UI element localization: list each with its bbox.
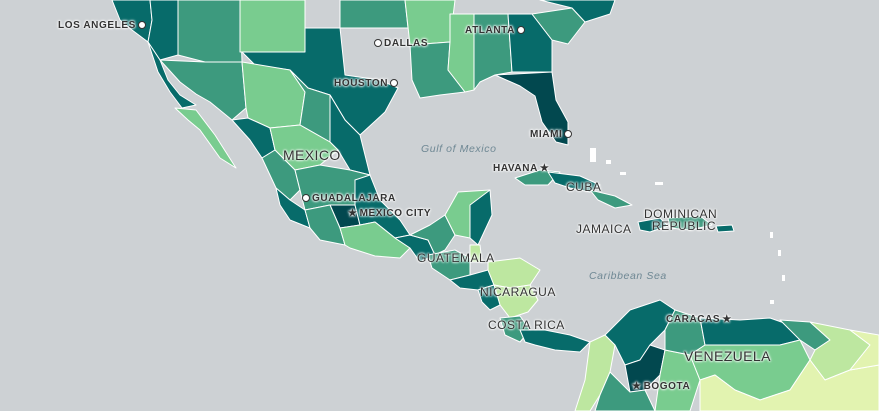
region-colorado-south[interactable] bbox=[239, 0, 306, 53]
country-mexico[interactable]: MEXICO bbox=[283, 147, 341, 163]
country-costa-rica[interactable]: COSTA RICA bbox=[488, 318, 565, 332]
bahamas-island bbox=[655, 182, 663, 185]
bahamas-island bbox=[590, 148, 596, 162]
region-nicaragua[interactable] bbox=[493, 284, 539, 319]
region-cuba-east[interactable] bbox=[589, 189, 633, 209]
city-houston[interactable]: HOUSTON bbox=[334, 78, 400, 89]
bahamas-island bbox=[620, 172, 626, 175]
country-cuba[interactable]: CUBA bbox=[566, 180, 602, 194]
city-guadalajara[interactable]: GUADALAJARA bbox=[300, 193, 396, 204]
city-miami[interactable]: MIAMI bbox=[530, 129, 574, 140]
city-label: HOUSTON bbox=[334, 78, 389, 89]
bahamas-island bbox=[606, 160, 611, 164]
antilles-island bbox=[782, 275, 785, 281]
city-label: DALLAS bbox=[384, 38, 429, 49]
city-label: CARACAS bbox=[666, 314, 721, 325]
antilles-island bbox=[770, 232, 773, 238]
islands bbox=[590, 148, 785, 304]
country-venezuela[interactable]: VENEZUELA bbox=[684, 348, 771, 364]
region-tabasco-campeche[interactable] bbox=[409, 214, 456, 256]
city-havana[interactable]: HAVANA ★ bbox=[493, 163, 549, 174]
region-baja-sur[interactable] bbox=[174, 107, 237, 169]
city-marker-icon bbox=[390, 79, 399, 88]
region-colombia-south[interactable] bbox=[594, 371, 656, 411]
region-quintana-roo[interactable] bbox=[469, 189, 493, 246]
region-colombia-north[interactable] bbox=[604, 299, 676, 366]
city-los-angeles[interactable]: LOS ANGELES bbox=[58, 20, 148, 31]
city-atlanta[interactable]: ATLANTA bbox=[465, 25, 527, 36]
city-label: LOS ANGELES bbox=[58, 20, 136, 31]
region-cuba-central[interactable] bbox=[547, 171, 601, 193]
region-new-mexico[interactable] bbox=[177, 0, 243, 63]
city-marker-icon bbox=[302, 194, 310, 203]
capital-star-icon: ★ bbox=[348, 208, 358, 219]
region-florida[interactable] bbox=[494, 71, 569, 146]
city-label: BOGOTA bbox=[643, 381, 691, 392]
city-marker-icon bbox=[564, 130, 573, 139]
water-caribbean-sea: Caribbean Sea bbox=[589, 270, 667, 282]
capital-star-icon: ★ bbox=[539, 163, 550, 174]
city-label: MIAMI bbox=[530, 129, 563, 140]
region-baja-california[interactable] bbox=[147, 41, 197, 109]
city-label: MEXICO CITY bbox=[359, 208, 432, 219]
water-gulf-of-mexico: Gulf of Mexico bbox=[421, 143, 497, 155]
region-belize[interactable] bbox=[469, 244, 483, 263]
antilles-island bbox=[778, 250, 781, 256]
region-guyana-east[interactable] bbox=[849, 329, 879, 371]
region-hispaniola-east[interactable] bbox=[667, 215, 713, 231]
country-dominican-republic-line2[interactable]: REPUBLIC bbox=[652, 219, 717, 233]
country-nicaragua[interactable]: NICARAGUA bbox=[480, 285, 556, 299]
country-jamaica[interactable]: JAMAICA bbox=[576, 222, 632, 236]
country-guatemala[interactable]: GUATEMALA bbox=[417, 251, 495, 265]
region-hispaniola-west[interactable] bbox=[637, 217, 669, 233]
city-label: ATLANTA bbox=[465, 25, 515, 36]
region-nicaragua-west[interactable] bbox=[477, 284, 501, 311]
region-oklahoma[interactable] bbox=[339, 0, 409, 29]
city-label: GUADALAJARA bbox=[312, 193, 396, 204]
city-caracas[interactable]: CARACAS ★ bbox=[666, 314, 732, 325]
region-puerto-rico[interactable] bbox=[715, 224, 735, 233]
antilles-island bbox=[770, 300, 774, 304]
city-bogota[interactable]: ★ BOGOTA bbox=[632, 381, 690, 392]
city-marker-icon bbox=[374, 39, 382, 48]
capital-star-icon: ★ bbox=[722, 314, 732, 325]
country-dominican-republic-line1[interactable]: DOMINICAN bbox=[644, 207, 718, 221]
city-marker-icon bbox=[516, 26, 525, 35]
region-guerrero-oaxaca[interactable] bbox=[339, 221, 411, 259]
city-dallas[interactable]: DALLAS bbox=[372, 38, 428, 49]
capital-star-icon: ★ bbox=[632, 381, 642, 392]
region-north-carolina[interactable] bbox=[539, 0, 616, 23]
region-panama[interactable] bbox=[519, 329, 591, 353]
city-marker-icon bbox=[137, 21, 146, 30]
city-label: HAVANA bbox=[493, 163, 538, 174]
city-mexico-city[interactable]: ★ MEXICO CITY bbox=[348, 208, 431, 219]
region-south-carolina[interactable] bbox=[531, 7, 586, 45]
